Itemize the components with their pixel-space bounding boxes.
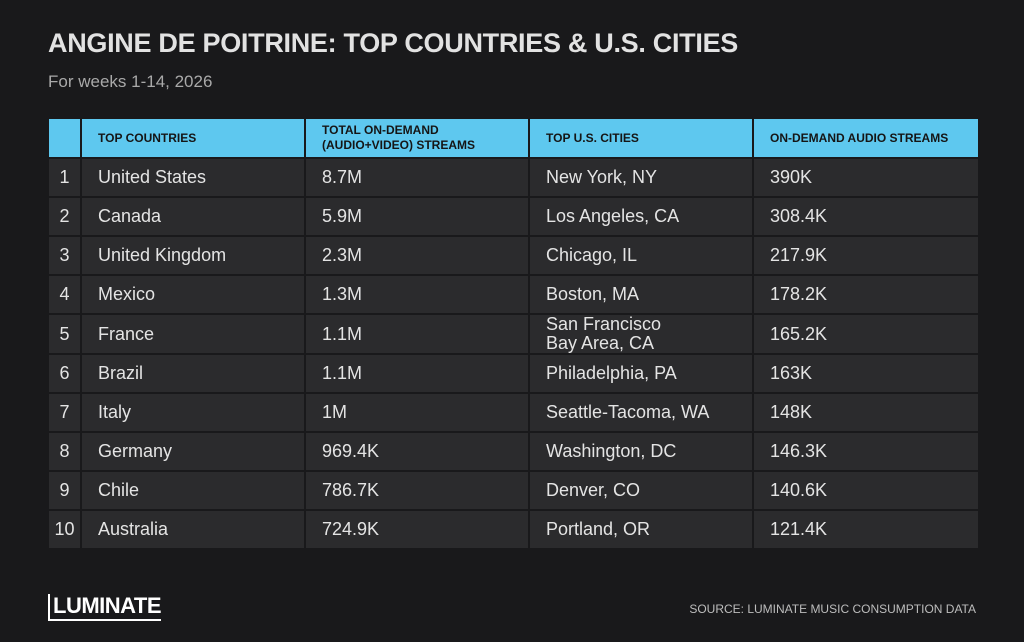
table-cell: Chicago, IL: [528, 235, 754, 276]
table-cell: United Kingdom: [80, 235, 306, 276]
table-cell: 121.4K: [752, 509, 980, 550]
table-cell: 165.2K: [752, 313, 980, 355]
table-cell: 308.4K: [752, 196, 980, 237]
rank-cell: 8: [47, 431, 82, 472]
table-cell: Canada: [80, 196, 306, 237]
rank-cell: 4: [47, 274, 82, 315]
table-cell: 2.3M: [304, 235, 530, 276]
table-cell: Portland, OR: [528, 509, 754, 550]
table-cell: 148K: [752, 392, 980, 433]
table-row: 10 Australia 724.9K Portland, OR 121.4K: [47, 509, 980, 550]
rank-cell: 9: [47, 470, 82, 511]
rank-cell: 3: [47, 235, 82, 276]
table-cell: Los Angeles, CA: [528, 196, 754, 237]
table-cell: Seattle-Tacoma, WA: [528, 392, 754, 433]
header-row: TOP COUNTRIES TOTAL ON-DEMAND (AUDIO+VIDE…: [47, 117, 980, 159]
table-cell: 786.7K: [304, 470, 530, 511]
table-cell: United States: [80, 157, 306, 198]
table-cell: 1M: [304, 392, 530, 433]
table-cell: 969.4K: [304, 431, 530, 472]
table-row: 3 United Kingdom 2.3M Chicago, IL 217.9K: [47, 235, 980, 276]
column-header: TOP U.S. CITIES: [528, 117, 754, 159]
data-table: TOP COUNTRIES TOTAL ON-DEMAND (AUDIO+VIDE…: [47, 117, 980, 550]
table-cell: 217.9K: [752, 235, 980, 276]
logo: LUMINATE: [48, 594, 162, 621]
table-row: 4 Mexico 1.3M Boston, MA 178.2K: [47, 274, 980, 315]
rank-cell: 1: [47, 157, 82, 198]
table-cell: Chile: [80, 470, 306, 511]
table-cell: Washington, DC: [528, 431, 754, 472]
rank-cell: 7: [47, 392, 82, 433]
table-cell: Mexico: [80, 274, 306, 315]
title: ANGINE DE POITRINE: TOP COUNTRIES & U.S.…: [48, 28, 738, 58]
rank-cell: 5: [47, 313, 82, 355]
rank-cell: 2: [47, 196, 82, 237]
table-cell: 5.9M: [304, 196, 530, 237]
table-cell: Brazil: [80, 353, 306, 394]
table-cell: 140.6K: [752, 470, 980, 511]
table-cell: Italy: [80, 392, 306, 433]
column-header: TOTAL ON-DEMAND (AUDIO+VIDEO) STREAMS: [304, 117, 530, 159]
table-row: 8 Germany 969.4K Washington, DC 146.3K: [47, 431, 980, 472]
rank-header: [47, 117, 82, 159]
rank-cell: 6: [47, 353, 82, 394]
table-row: 5 France 1.1M San Francisco Bay Area, CA 165…: [47, 313, 980, 355]
table-row: 1 United States 8.7M New York, NY 390K: [47, 157, 980, 198]
table-cell: Australia: [80, 509, 306, 550]
table-cell: 178.2K: [752, 274, 980, 315]
table-cell: Denver, CO: [528, 470, 754, 511]
column-header: ON-DEMAND AUDIO STREAMS: [752, 117, 980, 159]
table-cell: 146.3K: [752, 431, 980, 472]
table-cell: 1.1M: [304, 313, 530, 355]
table-row: 7 Italy 1M Seattle-Tacoma, WA 148K: [47, 392, 980, 433]
table-row: 9 Chile 786.7K Denver, CO 140.6K: [47, 470, 980, 511]
table-cell: France: [80, 313, 306, 355]
table-cell: 1.1M: [304, 353, 530, 394]
table-cell: 724.9K: [304, 509, 530, 550]
table-cell: Philadelphia, PA: [528, 353, 754, 394]
table-cell: Boston, MA: [528, 274, 754, 315]
subtitle: For weeks 1-14, 2026: [48, 72, 213, 91]
table-cell: Germany: [80, 431, 306, 472]
column-header: TOP COUNTRIES: [80, 117, 306, 159]
table-cell: 390K: [752, 157, 980, 198]
table-cell: 163K: [752, 353, 980, 394]
source-note: SOURCE: LUMINATE MUSIC CONSUMPTION DATA: [689, 602, 976, 616]
table-cell: New York, NY: [528, 157, 754, 198]
table-row: 2 Canada 5.9M Los Angeles, CA 308.4K: [47, 196, 980, 237]
table-body: 1 United States 8.7M New York, NY 390K 2 Canad…: [47, 157, 980, 550]
table-row: 6 Brazil 1.1M Philadelphia, PA 163K: [47, 353, 980, 394]
rank-cell: 10: [47, 509, 82, 550]
table-cell: San Francisco Bay Area, CA: [528, 313, 754, 355]
table-cell: 8.7M: [304, 157, 530, 198]
table-cell: 1.3M: [304, 274, 530, 315]
